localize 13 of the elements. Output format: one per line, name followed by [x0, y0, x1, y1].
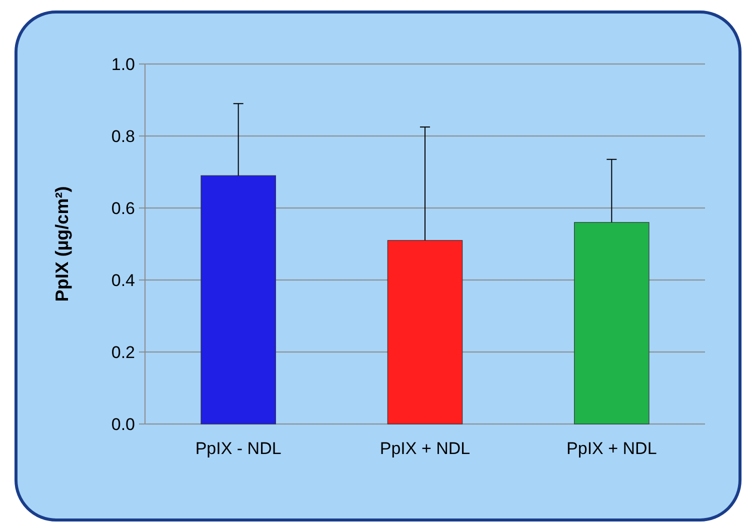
- y-axis-title: PpIX (µg/cm²): [52, 186, 72, 302]
- x-tick-label: PpIX - NDL: [195, 439, 282, 458]
- bar: [387, 240, 463, 424]
- y-tick-label: 0.8: [111, 126, 135, 146]
- bar: [200, 175, 276, 424]
- y-tick-label: 0.0: [111, 414, 135, 434]
- bar: [574, 222, 650, 424]
- y-tick-label: 0.4: [111, 270, 135, 290]
- x-tick-label: PpIX + NDL: [380, 439, 470, 458]
- y-tick-label: 0.6: [111, 198, 135, 218]
- y-tick-label: 1.0: [111, 54, 135, 74]
- x-tick-label: PpIX + NDL: [566, 439, 657, 458]
- y-tick-label: 0.2: [111, 342, 135, 362]
